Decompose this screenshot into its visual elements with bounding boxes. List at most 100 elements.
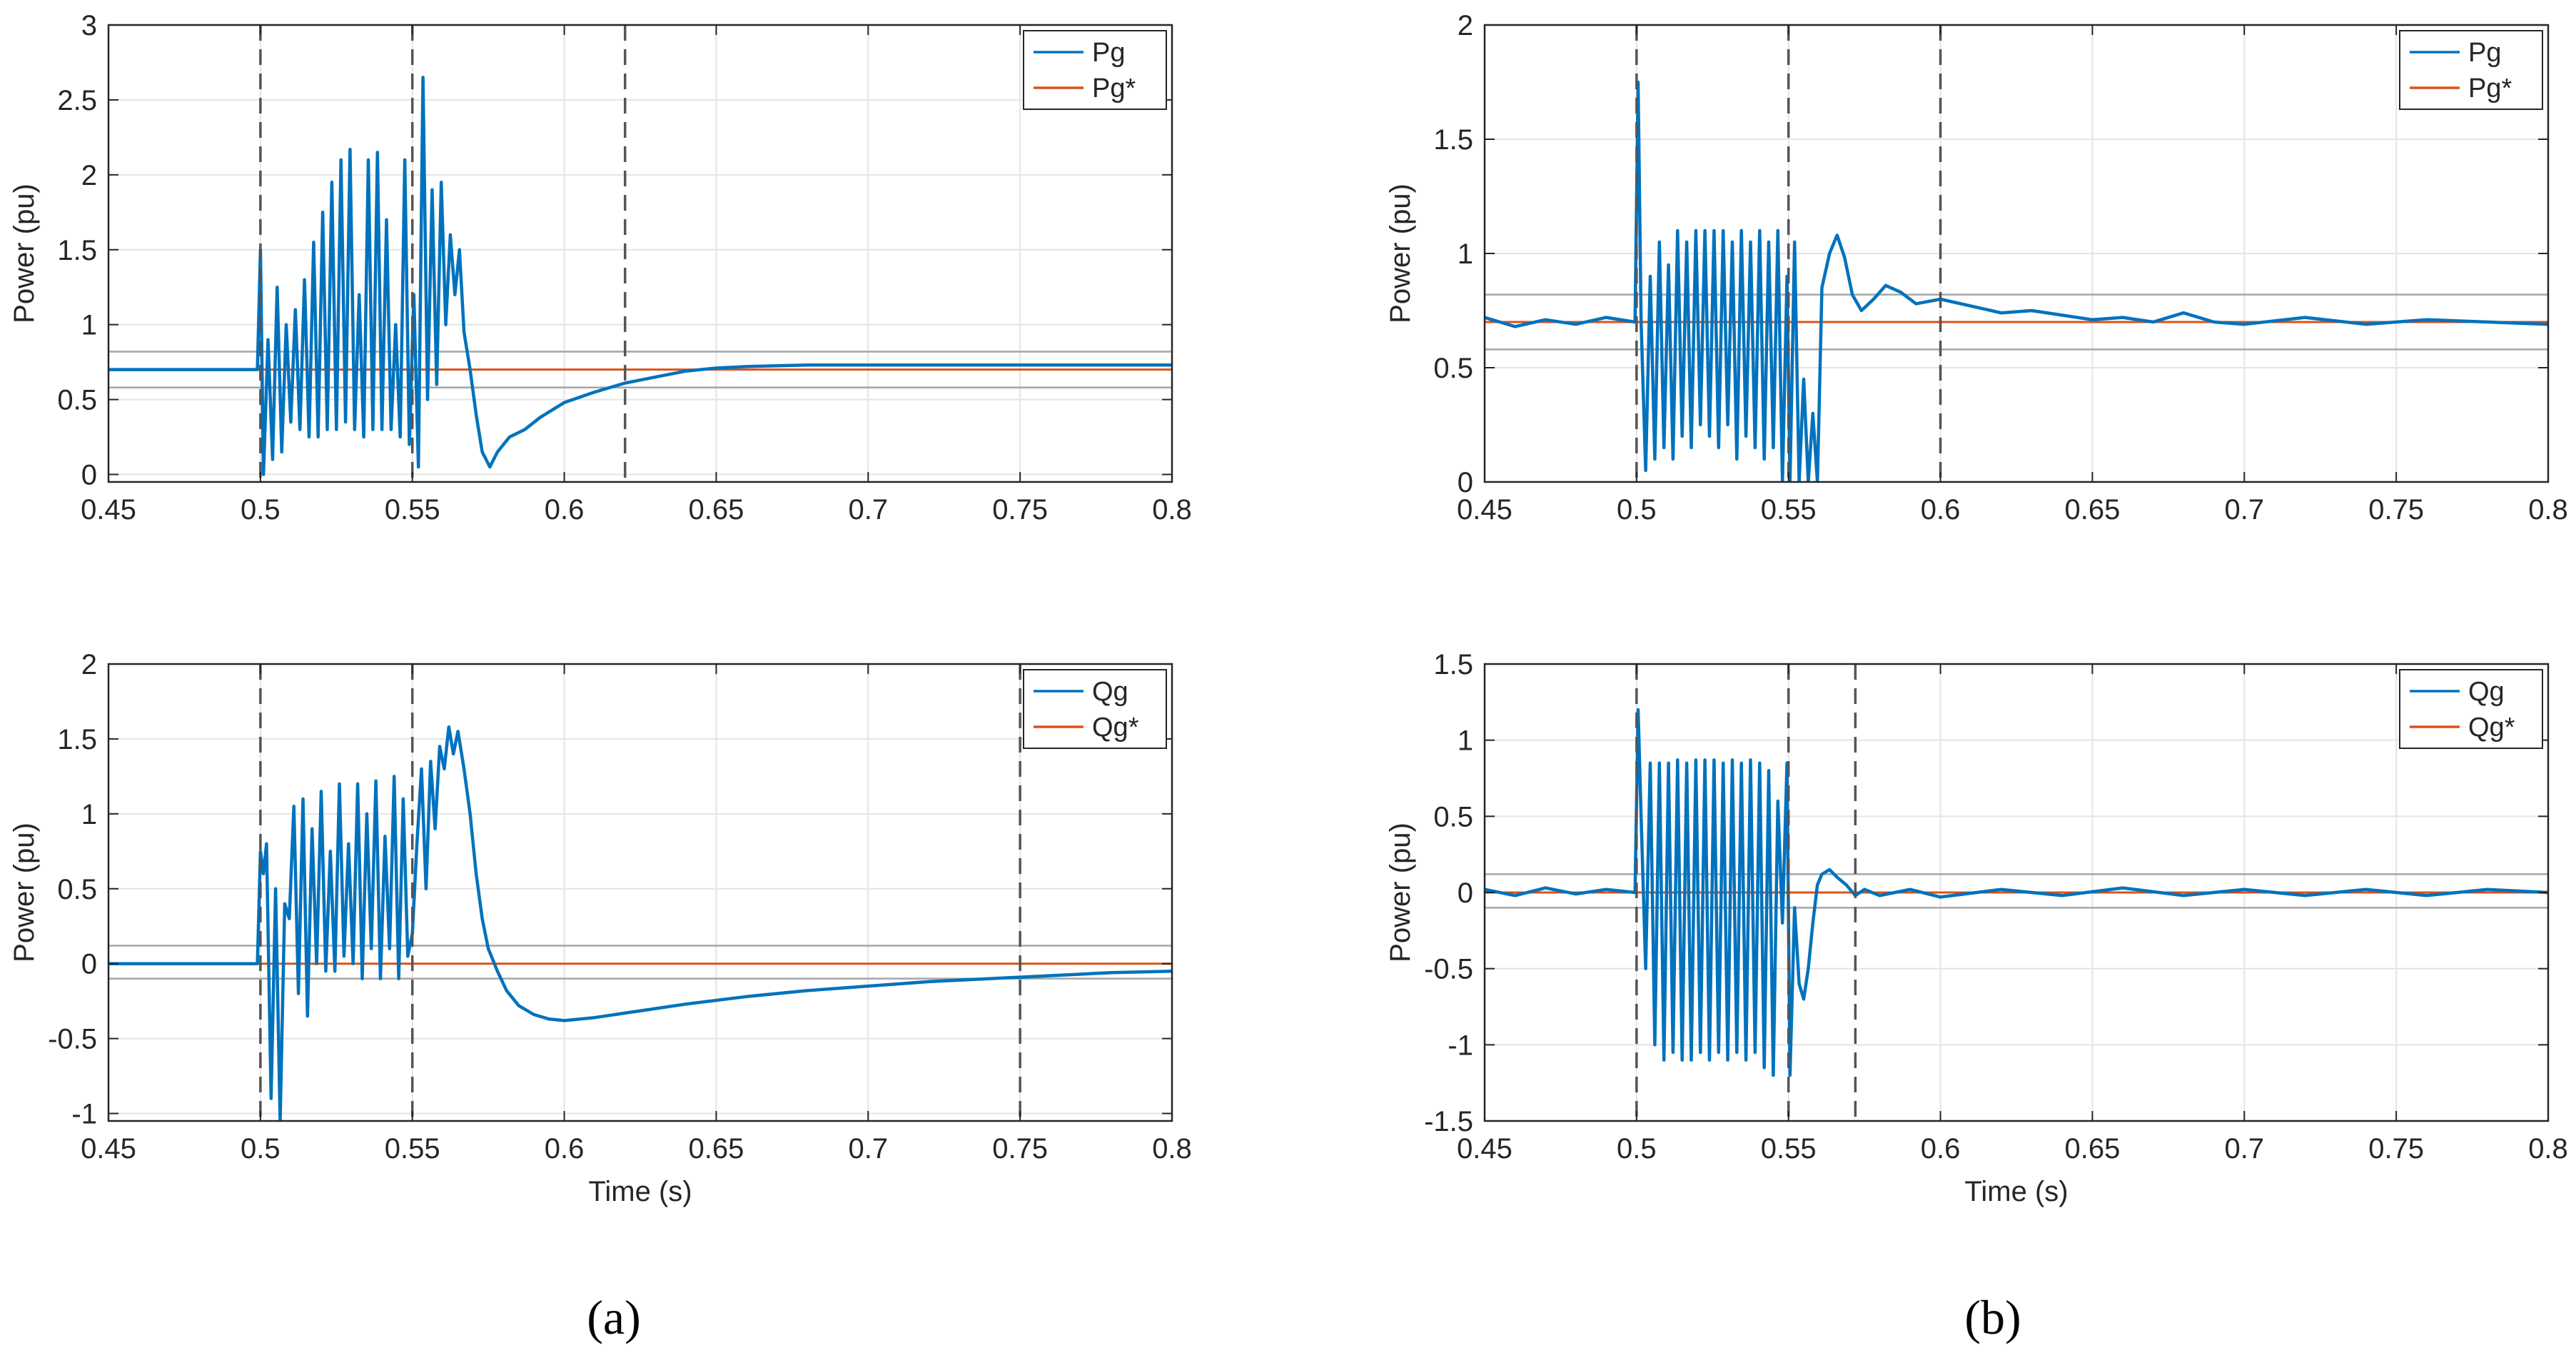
legend-box <box>2399 30 2543 110</box>
legend-box <box>1023 30 1167 110</box>
y-tick-label: 2 <box>81 160 97 191</box>
x-tick-label: 0.65 <box>2064 494 2120 525</box>
legend-label: Qg* <box>1092 713 1139 743</box>
x-tick-label: 0.8 <box>1152 1133 1192 1165</box>
y-tick-label: -1.5 <box>1424 1106 1473 1137</box>
caption-b: (b) <box>1964 1290 2021 1344</box>
y-axis-label: Power (pu) <box>9 183 40 323</box>
plot-area <box>108 25 1172 482</box>
x-tick-label: 0.7 <box>2224 1133 2264 1165</box>
x-tick-label: 0.55 <box>1761 494 1817 525</box>
y-tick-label: 0 <box>81 949 97 980</box>
chart-b-bottom: 0.45 0.5 0.55 0.6 0.65 0.7 0.75 0.8 -1.5 -1 -0.5 0 0… <box>1385 649 2568 1207</box>
series-group <box>1485 80 2548 482</box>
y-tick-label: 0 <box>1458 877 1473 909</box>
y-tick-label: -0.5 <box>48 1024 97 1055</box>
x-axis-label: Time (s) <box>588 1176 692 1207</box>
x-tick-label: 0.8 <box>1152 494 1192 525</box>
caption-a: (a) <box>587 1290 640 1344</box>
series-group <box>108 76 1172 476</box>
legend-label: Pg <box>1092 38 1125 68</box>
legend-label: Qg* <box>2468 713 2515 743</box>
x-tick-label: 0.45 <box>81 494 136 525</box>
chart-a-bottom: 0.45 0.5 0.55 0.6 0.65 0.7 0.75 0.8 -1 -0.5 0 0.5 1 1… <box>9 649 1192 1207</box>
series-group <box>108 725 1172 1121</box>
x-tick-label: 0.6 <box>1921 494 1961 525</box>
y-tick-label: 0 <box>1458 467 1473 498</box>
y-axis-label: Power (pu) <box>1385 823 1416 962</box>
legend-label: Pg* <box>1092 74 1136 104</box>
legend-label: Pg <box>2468 38 2501 68</box>
x-tick-label: 0.7 <box>848 494 888 525</box>
x-tick-label: 0.45 <box>81 1133 136 1165</box>
y-tick-label: 1 <box>81 310 97 341</box>
y-tick-label: -0.5 <box>1424 954 1473 985</box>
y-tick-label: 0.5 <box>1433 353 1473 384</box>
legend: Qg Qg* <box>1023 669 1167 749</box>
legend-label: Qg <box>1092 677 1128 707</box>
y-tick-label: 0.5 <box>1433 801 1473 833</box>
panels: 0.45 0.5 0.55 0.6 0.65 0.7 0.75 0.8 0 0.5 1 1.5 2 2.5… <box>9 10 2568 1207</box>
series-Pg <box>108 76 1172 476</box>
x-tick-label: 0.5 <box>241 1133 281 1165</box>
y-tick-label: -1 <box>1448 1030 1473 1061</box>
y-tick-label: 1 <box>1458 238 1473 270</box>
x-tick-label: 0.65 <box>688 494 744 525</box>
y-tick-label: 2 <box>81 649 97 680</box>
series-Qg <box>1485 708 2548 1077</box>
y-tick-label: 3 <box>81 10 97 41</box>
x-tick-label: 0.5 <box>1617 1133 1657 1165</box>
x-tick-label: 0.7 <box>2224 494 2264 525</box>
x-tick-label: 0.75 <box>992 1133 1048 1165</box>
y-tick-label: 0.5 <box>57 874 97 905</box>
x-tick-label: 0.65 <box>2064 1133 2120 1165</box>
legend: Pg Pg* <box>1023 30 1167 110</box>
y-tick-label: 1.5 <box>1433 124 1473 156</box>
chart-a-top: 0.45 0.5 0.55 0.6 0.65 0.7 0.75 0.8 0 0.5 1 1.5 2 2.5… <box>9 10 1192 525</box>
x-tick-label: 0.5 <box>1617 494 1657 525</box>
x-tick-label: 0.45 <box>1457 494 1512 525</box>
y-tick-label: 0.5 <box>57 385 97 416</box>
y-tick-label: 1.5 <box>57 235 97 266</box>
x-tick-label: 0.5 <box>241 494 281 525</box>
x-tick-label: 0.75 <box>2368 1133 2424 1165</box>
axes-frame <box>107 24 1173 483</box>
y-tick-label: 2 <box>1458 10 1473 41</box>
plot-area <box>108 664 1172 1121</box>
legend-box <box>2399 669 2543 749</box>
y-tick-label: 0 <box>81 460 97 491</box>
x-tick-label: 0.55 <box>385 1133 440 1165</box>
x-tick-label: 0.55 <box>1761 1133 1817 1165</box>
series-Qg <box>108 725 1172 1121</box>
legend-label: Pg* <box>2468 74 2512 104</box>
y-tick-label: 1.5 <box>1433 649 1473 680</box>
series-Pg <box>1485 80 2548 482</box>
series-group <box>1485 708 2548 1077</box>
x-tick-label: 0.55 <box>385 494 440 525</box>
y-axis-label: Power (pu) <box>9 823 40 962</box>
x-tick-label: 0.65 <box>688 1133 744 1165</box>
x-tick-label: 0.6 <box>545 494 585 525</box>
x-tick-label: 0.6 <box>545 1133 585 1165</box>
legend-label: Qg <box>2468 677 2505 707</box>
y-tick-label: -1 <box>71 1099 97 1130</box>
y-axis-label: Power (pu) <box>1385 183 1416 323</box>
legend: Pg Pg* <box>2399 30 2543 110</box>
legend: Qg Qg* <box>2399 669 2543 749</box>
y-tick-label: 1 <box>1458 725 1473 757</box>
y-tick-label: 1 <box>81 799 97 830</box>
x-tick-label: 0.6 <box>1921 1133 1961 1165</box>
x-tick-label: 0.75 <box>992 494 1048 525</box>
x-tick-label: 0.7 <box>848 1133 888 1165</box>
x-tick-label: 0.45 <box>1457 1133 1512 1165</box>
y-tick-label: 2.5 <box>57 85 97 116</box>
x-tick-label: 0.75 <box>2368 494 2424 525</box>
y-tick-label: 1.5 <box>57 724 97 755</box>
x-axis-label: Time (s) <box>1964 1176 2068 1207</box>
x-tick-label: 0.8 <box>2528 494 2568 525</box>
axes-frame <box>107 663 1173 1122</box>
chart-b-top: 0.45 0.5 0.55 0.6 0.65 0.7 0.75 0.8 0 0.5 1 1.5 2 Pow… <box>1385 10 2568 525</box>
legend-box <box>1023 669 1167 749</box>
x-tick-label: 0.8 <box>2528 1133 2568 1165</box>
